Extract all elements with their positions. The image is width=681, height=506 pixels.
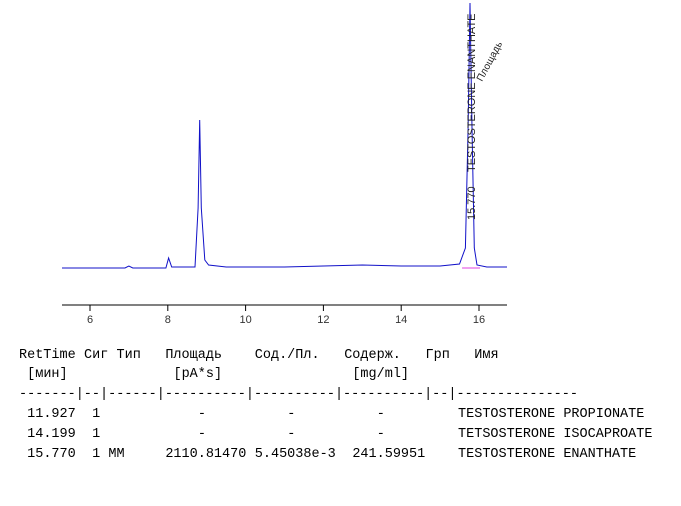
x-tick-label: 10 [239,314,251,326]
x-axis-ticks: 6 8 10 12 14 16 [87,305,485,326]
column-header: RetTime [19,348,76,363]
table-cell: TESTOSTERONE PROPIONATE [458,407,644,422]
table-cell: - [377,427,385,442]
x-tick-label: 6 [87,314,93,326]
column-header: Сиг [84,348,108,363]
column-header: Площадь [165,348,222,363]
x-tick-label: 14 [395,314,407,326]
table-cell: - [287,427,295,442]
report-table: RetTime Сиг Тип Площадь Сод./Пл. Содерж. Грп Им… [19,348,652,462]
table-cell: 1 [92,407,100,422]
table-cell: 241.59951 [352,447,425,462]
x-tick-label: 16 [473,314,485,326]
table-cell: - [287,407,295,422]
column-header: Грп [426,348,450,363]
table-cell: TESTOSTERONE ENANTHATE [458,447,636,462]
table-cell: 15.770 [27,447,76,462]
table-cell: - [198,427,206,442]
column-header: Имя [474,348,498,363]
column-header: Тип [117,348,141,363]
table-cell: 14.199 [27,427,76,442]
signal-trace [62,2,507,269]
table-cell: 2110.81470 [165,447,246,462]
column-unit: [мин] [27,367,68,382]
x-tick-label: 12 [317,314,329,326]
table-cell: - [198,407,206,422]
separator: -------|--|------|----------|----------|… [19,387,578,402]
table-cell: MM [108,447,124,462]
peak-name-label: TESTOSTERONE ENANTHATE [466,13,478,172]
column-unit: [mg/ml] [352,367,409,382]
table-cell: 1 [92,427,100,442]
x-tick-label: 8 [165,314,171,326]
table-cell: 11.927 [27,407,76,422]
table-cell: 1 [92,447,100,462]
column-header: Содерж. [344,348,401,363]
column-unit: [pA*s] [173,367,222,382]
peak-rt-label: 15.770 [466,186,478,220]
column-header: Сод./Пл. [255,348,320,363]
table-cell: 5.45038e-3 [255,447,336,462]
table-cell: TETSOSTERONE ISOCAPROATE [458,427,652,442]
peak-area-label: Площадь [475,40,505,84]
table-cell: - [377,407,385,422]
